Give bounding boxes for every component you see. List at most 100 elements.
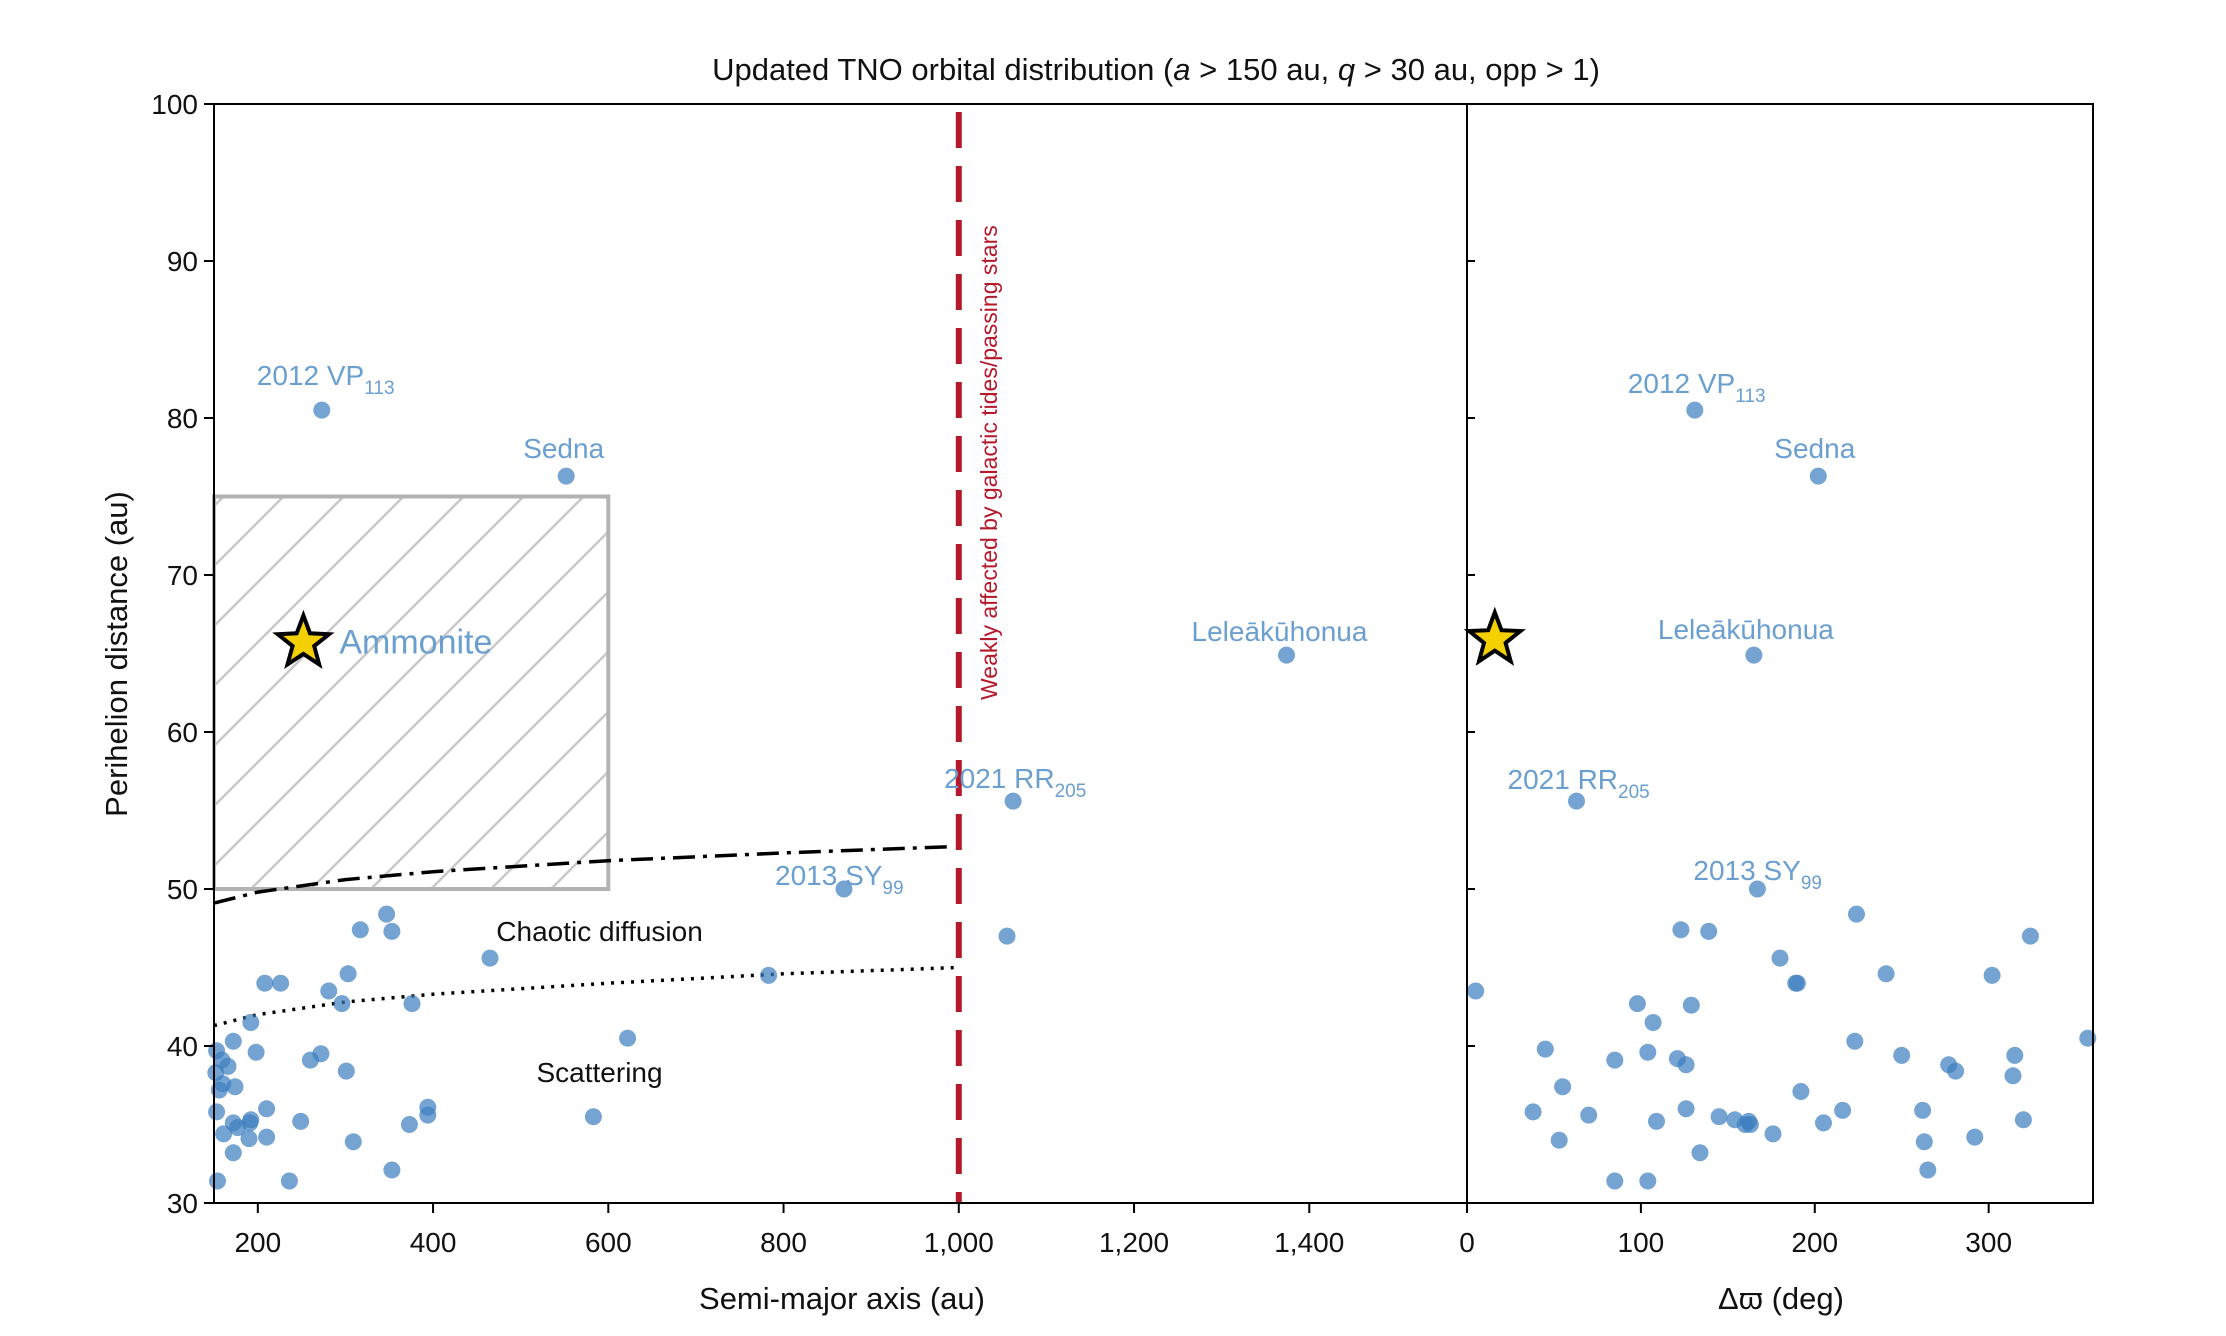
object-label-subscript: 205 (1055, 781, 1087, 802)
y-tick-label: 30 (167, 1188, 198, 1219)
x-tick-label: 0 (1459, 1227, 1475, 1258)
data-point (383, 922, 401, 940)
data-point (1788, 974, 1806, 992)
data-point (301, 1051, 319, 1069)
data-point (320, 982, 338, 1000)
data-point (2014, 1111, 2032, 1129)
data-point (760, 966, 778, 984)
object-label: 2012 VP113 (1628, 368, 1766, 407)
object-label: 2012 VP113 (257, 360, 395, 399)
data-point (344, 1133, 362, 1151)
data-point (619, 1029, 637, 1047)
y-tick-label: 50 (167, 874, 198, 905)
region-annotation: Scattering (536, 1057, 662, 1088)
ammonite-star-icon (272, 609, 335, 670)
data-point (1536, 1040, 1554, 1058)
data-point (351, 921, 369, 939)
data-point (481, 949, 499, 967)
y-tick-label: 70 (167, 560, 198, 591)
plot-frame (1466, 103, 2094, 1204)
data-point (1919, 1161, 1937, 1179)
data-point (1554, 1078, 1572, 1096)
data-point (1568, 792, 1585, 810)
object-label: Leleākūhonua (1658, 614, 1834, 645)
data-point (1672, 921, 1690, 939)
data-point (1846, 1032, 1864, 1050)
data-point (1606, 1051, 1624, 1069)
data-point (1639, 1172, 1657, 1190)
y-tick-label: 100 (151, 89, 198, 120)
x-tick-label: 100 (1618, 1227, 1665, 1258)
x-tick-label: 800 (760, 1227, 807, 1258)
data-point (215, 1125, 233, 1143)
title-part: Updated TNO orbital distribution ( (712, 52, 1174, 87)
data-point (280, 1172, 298, 1190)
object-label-subscript: 113 (364, 378, 394, 399)
data-point (1947, 1062, 1965, 1080)
title-part: > 30 au, opp > 1) (1355, 52, 1600, 87)
x-axis-label-right: Δϖ (deg) (1718, 1281, 1844, 1316)
data-point (258, 1128, 276, 1146)
title-part: q (1338, 52, 1356, 87)
x-axis-label-left: Semi-major axis (au) (699, 1281, 985, 1316)
data-point (1748, 880, 1766, 898)
object-label-subscript: 99 (1801, 873, 1822, 894)
x-tick-label: 1,200 (1099, 1227, 1169, 1258)
data-point (1677, 1100, 1695, 1118)
left-panel: Weakly affected by galactic tides/passin… (151, 89, 1468, 1258)
data-point (1648, 1112, 1665, 1130)
data-point (1966, 1128, 1984, 1146)
data-point (1644, 1014, 1662, 1031)
data-point (1606, 1172, 1624, 1190)
object-label-subscript: 205 (1618, 782, 1650, 803)
y-tick-label: 60 (167, 717, 198, 748)
data-point (1682, 996, 1700, 1014)
data-point (584, 1108, 602, 1126)
data-point (1677, 1056, 1695, 1074)
data-point (1004, 792, 1022, 810)
data-point (247, 1043, 265, 1061)
data-point (240, 1130, 258, 1148)
object-label: Leleākūhonua (1192, 616, 1368, 647)
title-part: a (1173, 52, 1190, 87)
data-point (210, 1081, 228, 1099)
data-point (272, 974, 290, 992)
hatched-region-box (212, 494, 611, 891)
data-point (403, 995, 421, 1013)
data-point (256, 974, 274, 992)
title-part: > 150 au, (1191, 52, 1338, 87)
x-tick-label: 1,400 (1274, 1227, 1344, 1258)
data-point (1550, 1131, 1568, 1149)
region-annotation: Chaotic diffusion (496, 916, 703, 947)
data-point (1764, 1125, 1782, 1143)
data-point (333, 995, 351, 1013)
chart-title: Updated TNO orbital distribution (a > 15… (712, 52, 1600, 87)
data-point (1915, 1133, 1933, 1151)
data-point (1628, 995, 1646, 1013)
data-point (1741, 1116, 1759, 1133)
data-point (1815, 1114, 1832, 1132)
data-point (226, 1078, 244, 1096)
data-point (1710, 1108, 1728, 1126)
scattering-boundary-curve (213, 965, 959, 1028)
y-tick-label: 40 (167, 1031, 198, 1062)
data-point (1639, 1043, 1657, 1061)
data-point (1691, 1144, 1709, 1162)
x-tick-label: 200 (1791, 1227, 1838, 1258)
data-point (242, 1111, 260, 1129)
data-point (339, 965, 357, 983)
data-point (1467, 982, 1485, 1000)
y-tick-label: 80 (167, 403, 198, 434)
data-point (1278, 646, 1295, 664)
chaotic-diffusion-boundary-curve (213, 844, 953, 905)
data-point (998, 927, 1016, 945)
data-point (1877, 965, 1895, 983)
data-point (1983, 966, 2001, 984)
data-point (1848, 905, 1865, 923)
data-point (2004, 1067, 2022, 1085)
data-point (383, 1161, 401, 1179)
object-label-subscript: 99 (882, 878, 903, 899)
object-label: Sedna (1774, 433, 1855, 464)
